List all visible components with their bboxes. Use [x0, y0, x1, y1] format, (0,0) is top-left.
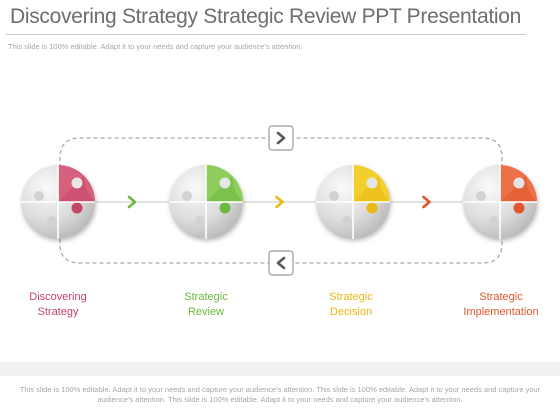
- chevron-right-icon: [127, 195, 137, 209]
- chevron-left-icon: [276, 256, 286, 270]
- stage-label-line2: Implementation: [463, 306, 539, 318]
- puzzle-disc-1: [21, 165, 95, 239]
- stage-label-line1: Strategic: [329, 291, 373, 303]
- stage-label-line2: Review: [187, 306, 225, 318]
- footer-band: [0, 362, 560, 376]
- stage-label-4: Strategic Implementation: [446, 290, 556, 320]
- puzzle-disc-3: [316, 165, 390, 239]
- chevron-right-icon: [422, 195, 431, 209]
- chevron-right-icon: [276, 131, 286, 145]
- stage-label-line1: Discovering: [29, 291, 87, 303]
- footer-text: This slide is 100% editable. Adapt it to…: [19, 385, 541, 404]
- stage-label-3: Strategic Decision: [296, 290, 406, 320]
- stage-label-1: Discovering Strategy: [3, 290, 113, 320]
- stage-label-line2: Strategy: [37, 306, 79, 318]
- puzzle-disc-4: [463, 165, 537, 239]
- title-divider: [6, 34, 526, 35]
- puzzle-disc-2: [169, 165, 243, 239]
- chevron-right-icon: [275, 195, 284, 209]
- connector-line: [58, 195, 500, 209]
- stage-label-line1: Strategic: [184, 291, 228, 303]
- stage-label-line1: Strategic: [479, 291, 523, 303]
- stage-label-2: Strategic Review: [151, 290, 261, 320]
- slide-subtitle: This slide is 100% editable. Adapt it to…: [8, 42, 303, 51]
- process-diagram: [21, 125, 537, 276]
- loop-forward-button: [268, 125, 294, 151]
- slide-title: Discovering Strategy Strategic Review PP…: [10, 5, 521, 28]
- stage-label-line2: Decision: [329, 306, 373, 318]
- loop-back-button: [268, 250, 294, 276]
